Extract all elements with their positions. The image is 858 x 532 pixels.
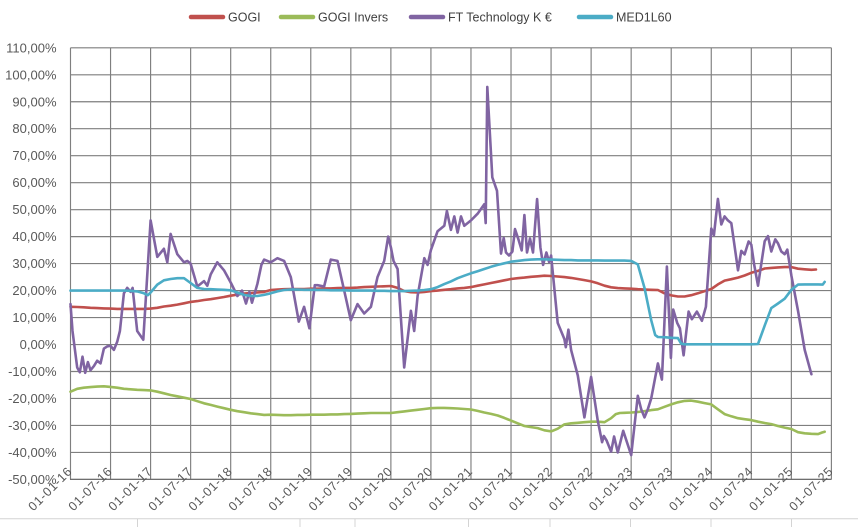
- svg-text:-10,00%: -10,00%: [8, 364, 57, 379]
- svg-text:0,00%: 0,00%: [20, 337, 57, 352]
- svg-text:100,00%: 100,00%: [5, 67, 57, 82]
- svg-text:50,00%: 50,00%: [12, 202, 57, 217]
- svg-text:-30,00%: -30,00%: [8, 418, 57, 433]
- svg-text:70,00%: 70,00%: [12, 148, 57, 163]
- svg-text:60,00%: 60,00%: [12, 175, 57, 190]
- svg-text:GOGI: GOGI: [228, 11, 261, 25]
- svg-text:-40,00%: -40,00%: [8, 445, 57, 460]
- svg-text:-20,00%: -20,00%: [8, 391, 57, 406]
- svg-text:10,00%: 10,00%: [12, 310, 57, 325]
- svg-text:110,00%: 110,00%: [6, 40, 57, 55]
- svg-text:40,00%: 40,00%: [12, 229, 57, 244]
- svg-text:-50,00%: -50,00%: [8, 472, 57, 487]
- svg-text:FT Technology K €: FT Technology K €: [448, 11, 552, 25]
- svg-text:30,00%: 30,00%: [12, 256, 57, 271]
- svg-text:GOGI Invers: GOGI Invers: [318, 11, 388, 25]
- svg-text:80,00%: 80,00%: [12, 121, 57, 136]
- svg-text:90,00%: 90,00%: [12, 94, 57, 109]
- svg-text:20,00%: 20,00%: [12, 283, 57, 298]
- svg-text:MED1L60: MED1L60: [616, 11, 672, 25]
